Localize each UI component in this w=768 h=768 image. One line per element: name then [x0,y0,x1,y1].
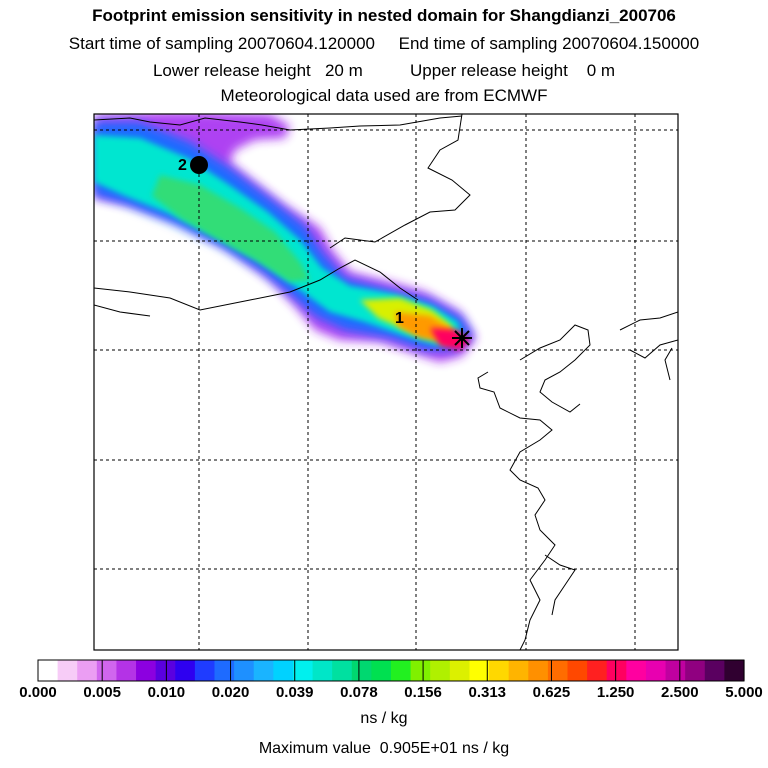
colorbar-tick-label: 5.000 [725,684,763,701]
colorbar-swatch [430,660,451,681]
colorbar-swatch [724,660,745,681]
plume-green [152,175,310,282]
colorbar-swatch [175,660,196,681]
colorbar-swatch [351,660,372,681]
colorbar-swatch [116,660,137,681]
chart-title: Footprint emission sensitivity in nested… [92,6,676,25]
colorbar-swatch [57,660,78,681]
colorbar-swatch [489,660,510,681]
colorbar-units: ns / kg [360,710,408,727]
colorbar [37,659,745,682]
colorbar-tick-label: 1.250 [596,684,635,701]
colorbar-tick-label: 0.313 [468,684,507,701]
colorbar-swatch [508,660,529,681]
grid-lines [94,114,678,650]
marker-1-label: 1 [395,310,404,327]
colorbar-swatch [606,660,627,681]
colorbar-swatch [136,660,157,681]
border-line-upper [329,114,471,249]
colorbar-tick-label: 0.000 [19,684,57,701]
colorbar-swatch [253,660,274,681]
coast-korea [619,311,678,381]
colorbar-swatch [214,660,235,681]
colorbar-swatch [38,660,59,681]
receptor-star [452,328,472,348]
colorbar-tick-label: 0.625 [532,684,571,701]
colorbar-swatch [391,660,412,681]
release-height-line: Lower release height 20 m Upper release … [0,61,768,81]
colorbar-swatch [77,660,98,681]
colorbar-tick-label: 0.078 [340,684,378,701]
plume-layer [94,114,476,362]
upper-release-label: Upper release height 0 m [409,61,616,80]
colorbar-tick-label: 0.005 [83,684,121,701]
colorbar-swatch [469,660,490,681]
border-line-north [94,115,463,131]
colorbar-swatch [155,660,176,681]
end-time-label: End time of sampling 20070604.150000 [398,34,700,53]
colorbar-swatch [626,660,647,681]
coast-liaodong [519,324,591,413]
colorbar-swatch [547,660,569,681]
colorbar-tick-label: 2.500 [661,684,699,701]
colorbar-swatch [234,660,255,681]
colorbar-swatch [312,660,333,681]
colorbar-swatch [567,660,588,681]
plume-red [430,328,470,350]
sampling-time-line: Start time of sampling 20070604.120000 E… [0,34,768,54]
colorbar-swatch [645,660,667,681]
colorbar-tick-label: 0.020 [211,684,250,701]
lower-release-label: Lower release height 20 m [152,61,363,80]
colorbar-tick-label: 0.156 [404,684,442,701]
colorbar-swatch [273,660,294,681]
colorbar-tick-label: 0.039 [275,684,314,701]
colorbar-swatch [665,660,686,681]
max-value-label: Maximum value 0.905E+01 ns / kg [258,740,510,757]
marker-2-label: 2 [178,157,187,174]
border-line-west [94,304,151,317]
colorbar-swatch [685,660,706,681]
colorbar-swatch [96,660,118,681]
coast-shandong [544,554,576,616]
colorbar-swatch [194,660,216,681]
marker-2-dot [190,156,208,174]
coast-bohai [477,371,556,650]
colorbar-swatch [449,660,471,681]
colorbar-swatch [528,660,549,681]
colorbar-swatch [371,660,392,681]
colorbar-swatch [332,660,353,681]
colorbar-tick-label: 0.010 [147,684,186,701]
map-frame [93,113,679,651]
colorbar-swatch [410,660,431,681]
colorbar-swatch [292,660,314,681]
colorbar-swatch [704,660,725,681]
start-time-label: Start time of sampling 20070604.120000 [68,34,376,53]
met-data-label: Meteorological data used are from ECMWF [220,86,548,105]
colorbar-swatch [587,660,608,681]
border-line-middle [94,259,419,311]
